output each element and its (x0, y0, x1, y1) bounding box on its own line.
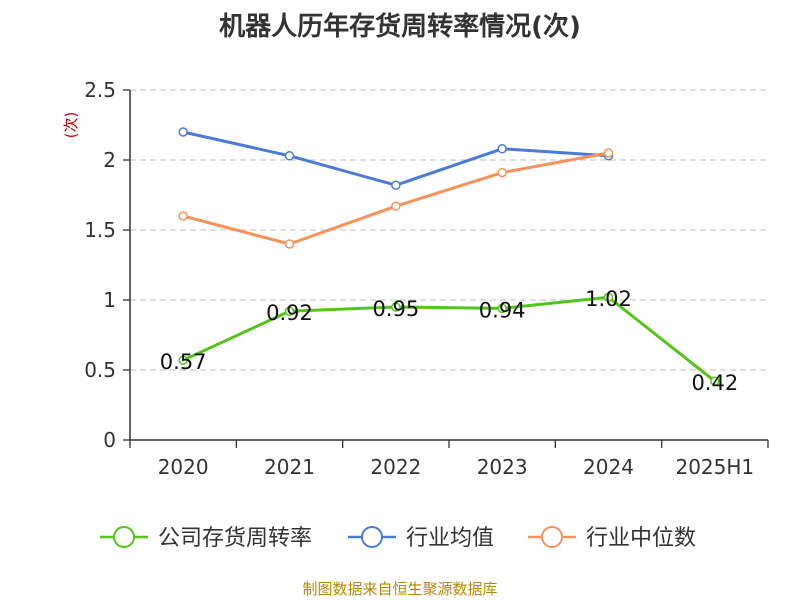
data-point (391, 201, 401, 211)
legend-label: 公司存货周转率 (158, 526, 312, 551)
legend-label: 行业均值 (406, 526, 494, 551)
data-point (710, 376, 720, 386)
chart-title: 机器人历年存货周转率情况(次) (219, 12, 581, 42)
y-tick-label: 0 (103, 428, 116, 452)
series-line (182, 295, 716, 383)
y-unit-label: (次) (62, 112, 80, 139)
y-tick-label: 2.5 (84, 78, 116, 102)
data-point (284, 239, 295, 249)
source-note: 制图数据来自恒生聚源数据库 (302, 580, 498, 598)
x-tick-label: 2022 (370, 455, 421, 479)
legend-label: 行业中位数 (586, 526, 696, 551)
legend-marker-icon (541, 526, 563, 548)
y-tick-label: 0.5 (84, 358, 116, 382)
series-line (182, 130, 609, 187)
legend: 公司存货周转率 行业均值 行业中位数 (100, 526, 696, 551)
data-label: 0.95 (372, 297, 419, 321)
x-tick-label: 2020 (158, 455, 209, 479)
data-point (603, 148, 614, 158)
data-point (178, 355, 188, 365)
data-point (178, 127, 188, 137)
x-tick-label: 2023 (477, 455, 528, 479)
data-point (178, 211, 188, 221)
data-label: 0.42 (691, 371, 738, 395)
y-tick-label: 1.5 (84, 218, 116, 242)
data-label: 0.57 (160, 350, 207, 374)
axis-layer: 0 0.5 1 1.5 2 2.5 2020 2021 2022 2023 2024 2025H1 (次… (62, 78, 769, 479)
series-layer (178, 127, 720, 386)
data-label: 0.94 (479, 298, 526, 322)
data-label-layer: 0.57 0.92 0.95 0.94 1.02 0.42 (160, 287, 738, 395)
data-label: 0.92 (266, 301, 313, 325)
legend-marker-icon (113, 526, 135, 548)
data-point (497, 144, 507, 154)
grid-layer (130, 89, 768, 371)
data-point (603, 292, 614, 302)
x-tick-label: 2024 (583, 455, 634, 479)
data-point (284, 151, 295, 161)
x-tick-label: 2025H1 (675, 455, 754, 479)
x-tick-label: 2021 (264, 455, 315, 479)
data-point (391, 302, 401, 312)
y-tick-label: 1 (103, 288, 116, 312)
data-point (284, 306, 295, 316)
data-point (497, 303, 507, 314)
y-tick-label: 2 (103, 148, 116, 172)
legend-marker-icon (361, 526, 383, 548)
data-label: 1.02 (585, 287, 632, 311)
data-point (497, 167, 507, 178)
data-point (391, 180, 401, 190)
